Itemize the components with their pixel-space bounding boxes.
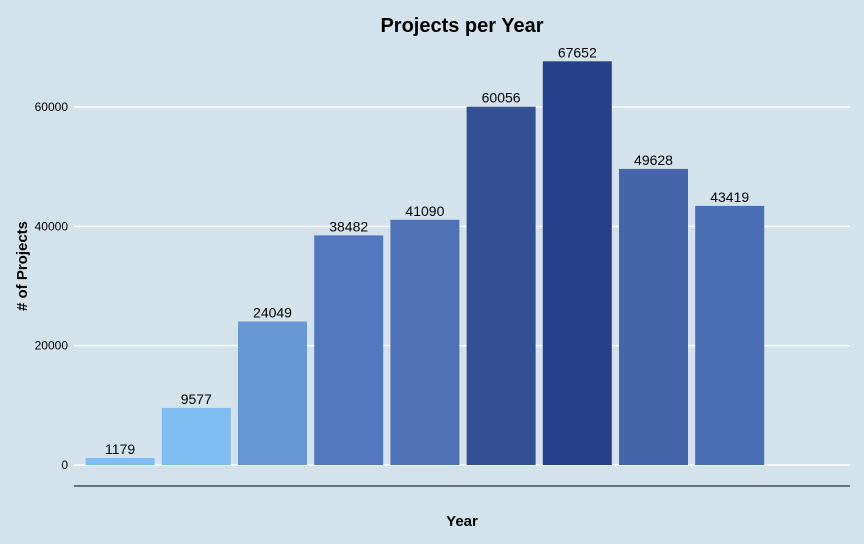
data-label-4: 38482 xyxy=(329,218,368,234)
bars xyxy=(85,61,765,466)
chart-title: Projects per Year xyxy=(380,15,543,37)
data-label-5: 41090 xyxy=(405,203,444,219)
data-label-3: 24049 xyxy=(253,305,292,321)
bar-9 xyxy=(695,205,765,465)
x-axis-label: Year xyxy=(446,513,478,530)
y-tick-label-0: 0 xyxy=(61,458,68,472)
bar-2 xyxy=(161,407,231,465)
bar-7 xyxy=(542,61,612,466)
y-tick-label-60000: 60000 xyxy=(35,100,69,114)
bar-4 xyxy=(314,235,384,465)
data-label-2: 9577 xyxy=(181,391,212,407)
data-labels: 1179 9577 24049 38482 41090 60056 67652 49628 43… xyxy=(105,44,749,457)
y-axis-ticks: 0 20000 40000 60000 xyxy=(35,100,69,472)
bar-6 xyxy=(466,106,536,465)
data-label-1: 1179 xyxy=(105,441,135,457)
y-axis-label: # of Projects xyxy=(14,221,31,311)
data-label-7: 67652 xyxy=(558,44,597,60)
data-label-6: 60056 xyxy=(482,90,521,106)
y-tick-label-20000: 20000 xyxy=(35,339,69,353)
bar-3 xyxy=(238,321,307,465)
data-label-9: 43419 xyxy=(710,189,749,205)
bar-8 xyxy=(619,168,688,465)
data-label-8: 49628 xyxy=(634,152,673,168)
y-tick-label-40000: 40000 xyxy=(35,219,69,233)
bar-5 xyxy=(390,219,460,465)
bar-1 xyxy=(85,458,155,465)
